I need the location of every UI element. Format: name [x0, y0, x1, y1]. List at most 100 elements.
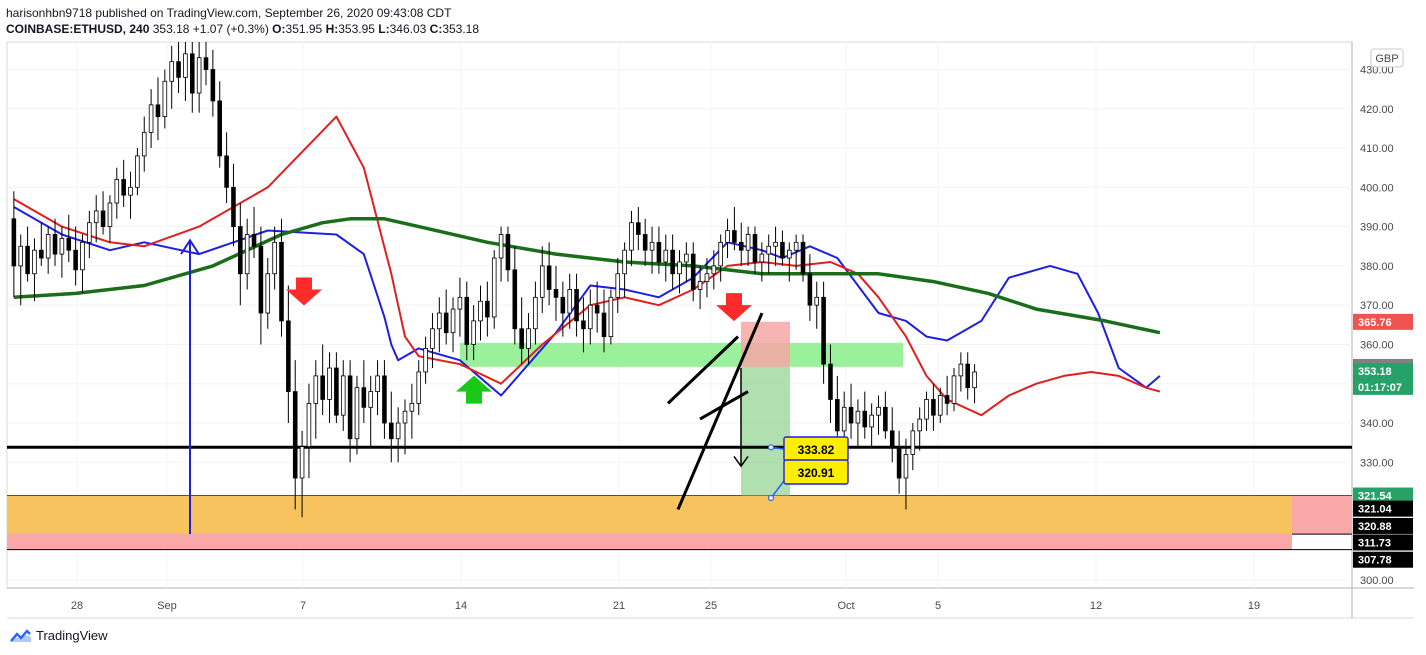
candle-body[interactable] — [334, 367, 339, 416]
demand-zone[interactable] — [7, 495, 1292, 535]
candle-body[interactable] — [375, 375, 380, 392]
candle-body[interactable] — [533, 296, 538, 330]
candle-body[interactable] — [361, 387, 367, 408]
candle-body[interactable] — [231, 186, 236, 228]
candle-body[interactable] — [807, 273, 813, 306]
candle-body[interactable] — [141, 131, 147, 157]
candle-body[interactable] — [787, 249, 792, 259]
candle-body[interactable] — [402, 410, 408, 424]
candle-body[interactable] — [73, 249, 78, 271]
price-axis-tag[interactable] — [1353, 378, 1413, 395]
candle-body[interactable] — [66, 238, 72, 251]
candle-body[interactable] — [697, 281, 703, 290]
price-axis-tag[interactable] — [1353, 517, 1413, 534]
price-axis-tag[interactable] — [1353, 500, 1413, 517]
candle-body[interactable] — [25, 245, 30, 275]
candle-body[interactable] — [279, 241, 284, 322]
candle-body[interactable] — [869, 414, 874, 428]
symbol-name[interactable]: COINBASE:ETHUSD, 240 — [6, 22, 150, 36]
candle-body[interactable] — [711, 265, 717, 275]
candle-body[interactable] — [464, 296, 470, 345]
candle-body[interactable] — [437, 312, 442, 330]
candle-body[interactable] — [677, 261, 682, 275]
candle-body[interactable] — [162, 80, 168, 118]
candle-body[interactable] — [32, 249, 37, 275]
candle-body[interactable] — [732, 230, 737, 243]
candle-body[interactable] — [388, 422, 394, 440]
candle-body[interactable] — [382, 375, 387, 424]
ema-fast-line[interactable] — [13, 206, 1161, 397]
candle-body[interactable] — [450, 308, 456, 334]
candle-body[interactable] — [18, 245, 24, 267]
candle-body[interactable] — [45, 234, 51, 259]
candle-body[interactable] — [114, 179, 120, 204]
candle-body[interactable] — [944, 395, 950, 404]
candle-body[interactable] — [594, 304, 600, 314]
candle-body[interactable] — [773, 241, 778, 247]
candle-body[interactable] — [39, 249, 44, 259]
candle-body[interactable] — [876, 406, 881, 416]
candle-body[interactable] — [292, 391, 298, 479]
candle-body[interactable] — [615, 273, 621, 298]
price-axis-tag[interactable] — [1353, 313, 1413, 330]
candle-body[interactable] — [100, 210, 106, 228]
candle-body[interactable] — [883, 406, 888, 432]
candle-body[interactable] — [320, 375, 325, 400]
tradingview-logo[interactable]: TradingView — [8, 628, 108, 643]
candle-body[interactable] — [306, 402, 312, 447]
candle-body[interactable] — [430, 328, 435, 349]
price-axis-tag[interactable] — [1353, 551, 1413, 568]
candle-body[interactable] — [519, 328, 524, 349]
short-target-area[interactable] — [741, 366, 790, 496]
candle-body[interactable] — [848, 406, 854, 424]
candle-body[interactable] — [567, 289, 572, 314]
candle-body[interactable] — [183, 53, 188, 78]
candle-body[interactable] — [11, 218, 17, 267]
candle-body[interactable] — [841, 406, 847, 432]
candle-body[interactable] — [395, 422, 401, 440]
candle-body[interactable] — [505, 234, 511, 271]
candle-body[interactable] — [107, 202, 113, 228]
candle-body[interactable] — [498, 234, 504, 259]
candle-body[interactable] — [766, 245, 771, 255]
candle-body[interactable] — [889, 430, 895, 447]
candle-body[interactable] — [121, 179, 126, 196]
candle-body[interactable] — [725, 230, 730, 243]
candle-body[interactable] — [52, 234, 58, 255]
candle-body[interactable] — [629, 222, 634, 251]
candle-body[interactable] — [128, 186, 133, 196]
candle-body[interactable] — [176, 61, 181, 78]
candle-body[interactable] — [409, 402, 415, 412]
candle-body[interactable] — [642, 234, 648, 251]
candle-body[interactable] — [443, 312, 449, 334]
candle-body[interactable] — [601, 312, 607, 338]
candle-body[interactable] — [485, 300, 490, 318]
candle-body[interactable] — [457, 296, 463, 310]
candle-body[interactable] — [299, 446, 305, 479]
wedge-upper-line[interactable] — [676, 312, 764, 511]
currency-badge[interactable] — [1370, 48, 1404, 68]
candle-body[interactable] — [608, 296, 614, 338]
candle-body[interactable] — [526, 328, 531, 349]
candle-body[interactable] — [203, 57, 209, 70]
candle-body[interactable] — [745, 234, 751, 251]
candle-body[interactable] — [512, 269, 518, 330]
candle-body[interactable] — [148, 104, 154, 133]
candle-body[interactable] — [862, 410, 868, 428]
candle-body[interactable] — [636, 222, 641, 235]
candle-body[interactable] — [821, 296, 826, 365]
wedge-lower-line[interactable] — [666, 335, 740, 405]
candle-body[interactable] — [347, 375, 353, 440]
candle-body[interactable] — [539, 265, 545, 298]
candle-body[interactable] — [313, 375, 319, 404]
candle-body[interactable] — [752, 234, 758, 263]
candle-body[interactable] — [588, 304, 593, 330]
candle-body[interactable] — [738, 241, 744, 251]
candle-body[interactable] — [828, 363, 833, 400]
supply-zone[interactable] — [459, 342, 903, 367]
candle-body[interactable] — [780, 241, 785, 259]
candle-body[interactable] — [903, 454, 909, 479]
candle-body[interactable] — [59, 238, 65, 255]
candle-body[interactable] — [656, 241, 662, 263]
